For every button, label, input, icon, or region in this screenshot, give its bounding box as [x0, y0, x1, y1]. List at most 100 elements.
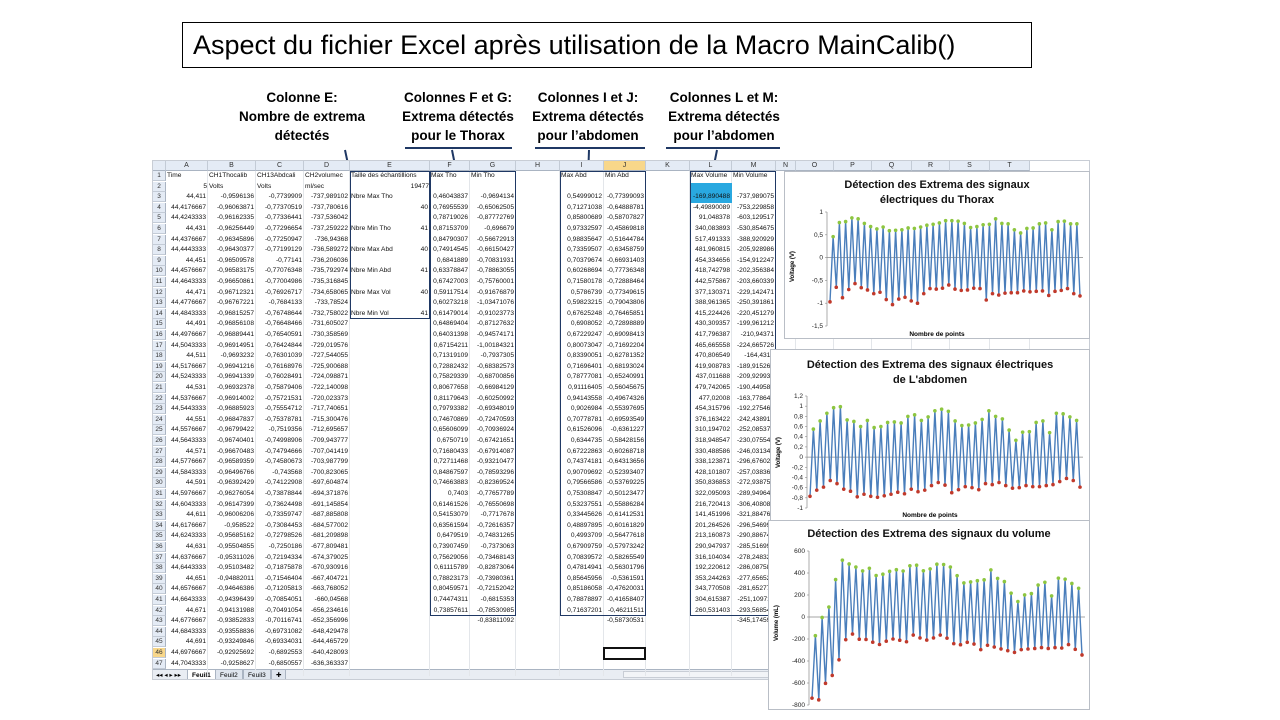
cell[interactable]: 0,78719026: [433, 214, 468, 222]
cell[interactable]: 44,431: [185, 225, 206, 232]
cell[interactable]: 377,130371: [695, 288, 730, 296]
cell[interactable]: 0,81179643: [433, 394, 468, 402]
column-header-q[interactable]: Q: [872, 161, 912, 171]
cell[interactable]: -0,74998906: [264, 437, 302, 444]
cell[interactable]: 0,79793382: [433, 405, 468, 413]
row-header[interactable]: 36: [153, 542, 166, 552]
column-header-c[interactable]: C: [256, 161, 304, 171]
cell[interactable]: 44,4376667: [171, 235, 206, 243]
cell[interactable]: 0,6908052: [570, 320, 602, 328]
cell[interactable]: 44,6576667: [171, 585, 206, 593]
sheet-tab-feuil1[interactable]: Feuil1: [187, 670, 216, 679]
column-header-j[interactable]: J: [604, 161, 646, 171]
cell[interactable]: -220,451279: [736, 309, 774, 317]
cell[interactable]: -0,96712321: [216, 288, 254, 296]
cell[interactable]: -250,391861: [736, 299, 774, 307]
cell[interactable]: 0,6841889: [436, 256, 468, 264]
cell[interactable]: -296,676025: [736, 458, 774, 466]
row-header[interactable]: 41: [153, 595, 166, 605]
cell[interactable]: -736,206036: [310, 256, 348, 264]
cell[interactable]: 0,74663883: [433, 479, 468, 487]
cell[interactable]: 318,948547: [695, 437, 730, 444]
cell[interactable]: -0,9596136: [220, 193, 254, 201]
cell[interactable]: 0,33445626: [567, 511, 602, 519]
cell-e-label[interactable]: Nbre Min Tho: [351, 225, 391, 232]
cell[interactable]: -0,87127632: [476, 320, 514, 328]
cell[interactable]: -0,96650861: [216, 278, 254, 285]
cell[interactable]: -0,73878844: [264, 490, 302, 497]
row-header[interactable]: 33: [153, 510, 166, 521]
cell[interactable]: 44,6243333: [171, 532, 206, 540]
cell[interactable]: 0,97332597: [567, 225, 602, 232]
cell[interactable]: -0,56301796: [606, 564, 644, 572]
cell[interactable]: -700,823065: [310, 468, 348, 476]
cell[interactable]: -0,60250992: [476, 394, 514, 402]
cell[interactable]: 0,67909759: [567, 543, 602, 550]
cell[interactable]: -0,79043806: [606, 299, 644, 307]
cell[interactable]: 0,72882432: [433, 362, 468, 370]
cell[interactable]: 44,5376667: [171, 394, 206, 402]
cell[interactable]: 44,6376667: [171, 553, 206, 561]
cell[interactable]: -737,989102: [310, 193, 348, 201]
cell[interactable]: -694,371876: [310, 490, 348, 497]
cell[interactable]: 44,5243333: [171, 373, 206, 381]
cell[interactable]: -0,96914002: [216, 394, 254, 402]
cell[interactable]: -0,96767221: [216, 299, 254, 307]
cell[interactable]: -0,60161829: [606, 521, 644, 529]
cell[interactable]: -190,449585: [736, 384, 774, 391]
row-header[interactable]: 34: [153, 520, 166, 531]
cell[interactable]: -636,363337: [310, 659, 348, 667]
cell[interactable]: 44,651: [185, 574, 206, 582]
cell[interactable]: 0,90709692: [567, 468, 602, 476]
cell[interactable]: -735,792974: [310, 267, 348, 275]
column-header-k[interactable]: K: [646, 161, 690, 171]
cell[interactable]: -0,56045675: [606, 384, 644, 391]
cell[interactable]: 0,60273218: [433, 299, 468, 307]
cell[interactable]: 417,796387: [695, 331, 730, 338]
row-header[interactable]: 17: [153, 340, 166, 351]
cell[interactable]: 44,551: [185, 415, 206, 423]
cell[interactable]: -727,544055: [310, 352, 348, 360]
row-header[interactable]: 1: [153, 171, 166, 181]
cell[interactable]: -0,96496766: [216, 468, 254, 476]
cell[interactable]: 0,74374181: [567, 458, 602, 466]
cell[interactable]: 141,451996: [695, 511, 730, 519]
cell[interactable]: 479,742065: [695, 384, 730, 391]
cell[interactable]: -0,77657789: [476, 490, 514, 497]
cell[interactable]: 216,720413: [695, 500, 730, 508]
cell[interactable]: 91,048378: [698, 214, 730, 222]
cell[interactable]: -0,77199129: [264, 246, 302, 254]
column-header-p[interactable]: P: [834, 161, 872, 171]
cell[interactable]: -0,75554712: [264, 405, 302, 413]
cell[interactable]: -677,809481: [310, 543, 348, 550]
cell[interactable]: -0,76301039: [264, 352, 302, 360]
cell[interactable]: 0,59823215: [567, 299, 602, 307]
cell[interactable]: -163,778641: [736, 394, 774, 402]
cell[interactable]: -0,70491054: [264, 606, 302, 614]
cell[interactable]: 0,54153079: [433, 511, 468, 519]
cell[interactable]: -0,74580673: [264, 458, 302, 466]
cell[interactable]: -278,248322: [736, 553, 774, 561]
cell[interactable]: 44,4576667: [171, 267, 206, 275]
cell[interactable]: -0,91676879: [476, 288, 514, 296]
cell[interactable]: -734,658065: [310, 288, 348, 296]
cell[interactable]: -321,884766: [736, 511, 774, 519]
cell[interactable]: 0,54999012: [567, 193, 602, 201]
cell[interactable]: 44,5043333: [171, 341, 206, 349]
cell[interactable]: -0,64888781: [606, 203, 644, 211]
cell[interactable]: -0,96885923: [216, 405, 254, 413]
cell[interactable]: 0,75629056: [433, 553, 468, 561]
cell[interactable]: -0,58730531: [606, 617, 644, 625]
cell[interactable]: 44,4443333: [171, 246, 206, 254]
cell[interactable]: -189,915268: [736, 362, 774, 370]
cell-e-label[interactable]: Nbre Max Vol: [351, 288, 391, 296]
cell[interactable]: -0,77399093: [606, 193, 644, 201]
cell[interactable]: -0,69334031: [264, 638, 302, 646]
cell[interactable]: -0,53769225: [606, 479, 644, 487]
cell[interactable]: -0,93558836: [216, 627, 254, 635]
column-header-o[interactable]: O: [796, 161, 834, 171]
cell[interactable]: -0,76424844: [264, 341, 302, 349]
cell[interactable]: 201,264526: [695, 521, 730, 529]
cell[interactable]: 0,60268694: [567, 267, 602, 275]
cell[interactable]: -0,7937305: [480, 352, 514, 360]
